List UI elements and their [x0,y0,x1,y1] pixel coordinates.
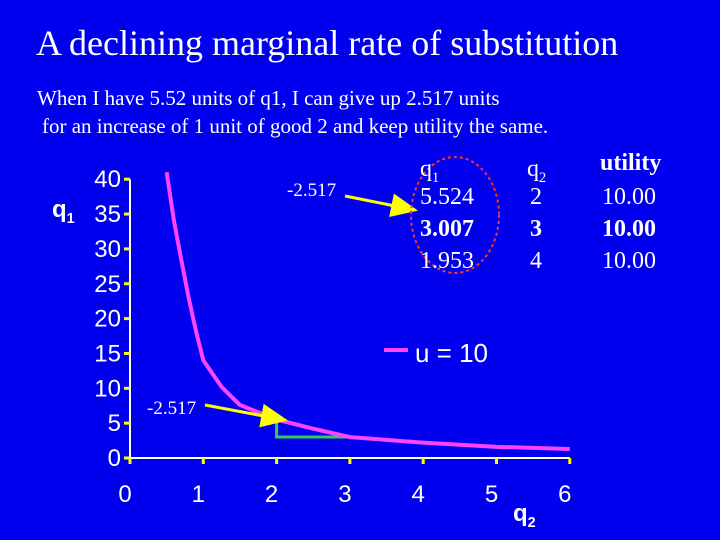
table-cell-q2-row3: 4 [530,248,542,274]
table-header-utility: utility [600,150,662,176]
upper-annotation-arrow [344,193,418,218]
legend-label: u = 10 [415,338,489,368]
q1-column-highlight [410,156,500,274]
curve-layer [164,171,570,451]
x-tick-label: 5 [485,481,498,508]
page-title: A declining marginal rate of substitutio… [36,23,619,63]
table-cell-q1-row2: 3.007 [420,216,474,242]
x-tick-label: 6 [558,481,571,508]
table-cell-utility-row2: 10.00 [602,216,656,242]
annotation-arrows [204,156,500,428]
y-axis-label: q1 [52,196,75,227]
y-tick-label: 10 [94,375,121,402]
y-tick-label: 20 [94,306,121,333]
annotation-lower: -2.517 [147,398,197,419]
indifference-curve [164,171,570,451]
y-tick-label: 5 [108,410,121,437]
table-cell-utility-row3: 10.00 [602,248,656,274]
subtitle-line-1: When I have 5.52 units of q1, I can give… [37,86,500,110]
y-tick-label: 40 [94,166,121,193]
x-tick-label: 3 [338,481,351,508]
table-header-q1: q1 [420,156,440,186]
table-cell-q1-row1: 5.524 [420,184,474,210]
x-tick-label: 0 [118,481,131,508]
x-axis-label: q2 [513,500,536,531]
y-tick-label: 25 [94,271,121,298]
x-tick-label: 1 [192,481,205,508]
x-tick-label: 4 [412,481,425,508]
table-cell-utility-row1: 10.00 [602,184,656,210]
annotation-upper: -2.517 [287,180,337,201]
y-tick-label: 0 [108,445,121,472]
y-tick-label: 35 [94,201,121,228]
subtitle-line-2: for an increase of 1 unit of good 2 and … [42,114,549,138]
lower-annotation-arrow [204,403,288,428]
x-tick-label: 2 [265,481,278,508]
table-cell-q2-row1: 2 [530,184,542,210]
table-cell-q1-row3: 1.953 [420,248,474,274]
y-tick-label: 15 [94,340,121,367]
table-header-q2: q2 [527,156,547,186]
table-cell-q2-row2: 3 [530,216,542,242]
y-tick-label: 30 [94,236,121,263]
chart-axes: 0 1 2 3 4 5 6 40 35 30 25 20 15 10 5 0 [94,166,571,508]
